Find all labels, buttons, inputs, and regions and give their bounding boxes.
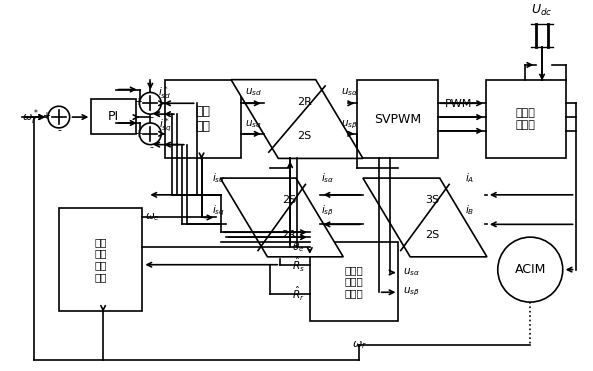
Text: 2S: 2S: [282, 195, 296, 205]
Text: $u_{sq}$: $u_{sq}$: [245, 119, 262, 131]
Polygon shape: [220, 178, 343, 257]
Text: $U_{dc}$: $U_{dc}$: [531, 3, 553, 18]
Text: $\omega_r^*$: $\omega_r^*$: [23, 107, 39, 127]
Text: $u_{s\alpha}$: $u_{s\alpha}$: [342, 86, 358, 98]
Text: 定转子
电阻辨
识模块: 定转子 电阻辨 识模块: [345, 265, 364, 298]
Circle shape: [498, 237, 563, 302]
Text: 2R: 2R: [282, 230, 296, 240]
Text: 电压源
逆变器: 电压源 逆变器: [516, 108, 535, 130]
Bar: [357, 80, 438, 158]
Circle shape: [139, 92, 161, 114]
Text: $i_{sd}$: $i_{sd}$: [212, 171, 225, 185]
Bar: [91, 99, 136, 134]
Text: PI: PI: [108, 110, 119, 123]
Text: 2S: 2S: [297, 131, 311, 141]
Text: $u_{s\alpha}$: $u_{s\alpha}$: [403, 267, 420, 279]
Text: $\omega_r$: $\omega_r$: [352, 339, 366, 351]
Bar: [165, 80, 241, 158]
Circle shape: [48, 106, 69, 128]
Polygon shape: [231, 80, 363, 158]
Text: $i_{s\alpha}$: $i_{s\alpha}$: [321, 171, 334, 185]
Text: $u_{s\beta}$: $u_{s\beta}$: [342, 119, 358, 131]
Polygon shape: [363, 178, 487, 257]
Text: -: -: [58, 125, 62, 135]
Bar: [310, 242, 398, 321]
Text: 2S: 2S: [425, 230, 439, 240]
Text: +: +: [133, 129, 142, 139]
Text: $i_{sq}^*$: $i_{sq}^*$: [158, 116, 171, 134]
Circle shape: [139, 123, 161, 145]
Text: PWM: PWM: [445, 99, 472, 109]
Text: $i_{sd}^*$: $i_{sd}^*$: [158, 84, 172, 101]
Text: $i_{s\beta}$: $i_{s\beta}$: [321, 203, 334, 218]
Text: $\omega_e$: $\omega_e$: [145, 211, 160, 223]
Bar: [486, 80, 566, 158]
Text: 电流
解耦: 电流 解耦: [196, 105, 211, 133]
Text: 3S: 3S: [425, 195, 439, 205]
Text: SVPWM: SVPWM: [374, 112, 421, 125]
Text: 转子
磁链
角观
测器: 转子 磁链 角观 测器: [94, 237, 107, 282]
Text: -: -: [149, 142, 154, 152]
Text: $\hat{R}_s$: $\hat{R}_s$: [292, 256, 305, 274]
Text: $i_{sq}$: $i_{sq}$: [212, 203, 225, 218]
Text: -: -: [149, 112, 154, 122]
Text: $i_A$: $i_A$: [466, 171, 474, 185]
Text: ACIM: ACIM: [515, 263, 546, 276]
Text: $\theta_e$: $\theta_e$: [292, 240, 305, 254]
Text: $u_{sd}$: $u_{sd}$: [245, 86, 262, 98]
Text: 2R: 2R: [296, 97, 311, 107]
Text: $u_{s\beta}$: $u_{s\beta}$: [403, 286, 420, 298]
Bar: [59, 208, 142, 311]
Text: $i_B$: $i_B$: [466, 204, 475, 217]
Text: $\hat{R}_r$: $\hat{R}_r$: [292, 285, 305, 303]
Text: +: +: [133, 97, 142, 107]
Text: +: +: [42, 111, 50, 121]
